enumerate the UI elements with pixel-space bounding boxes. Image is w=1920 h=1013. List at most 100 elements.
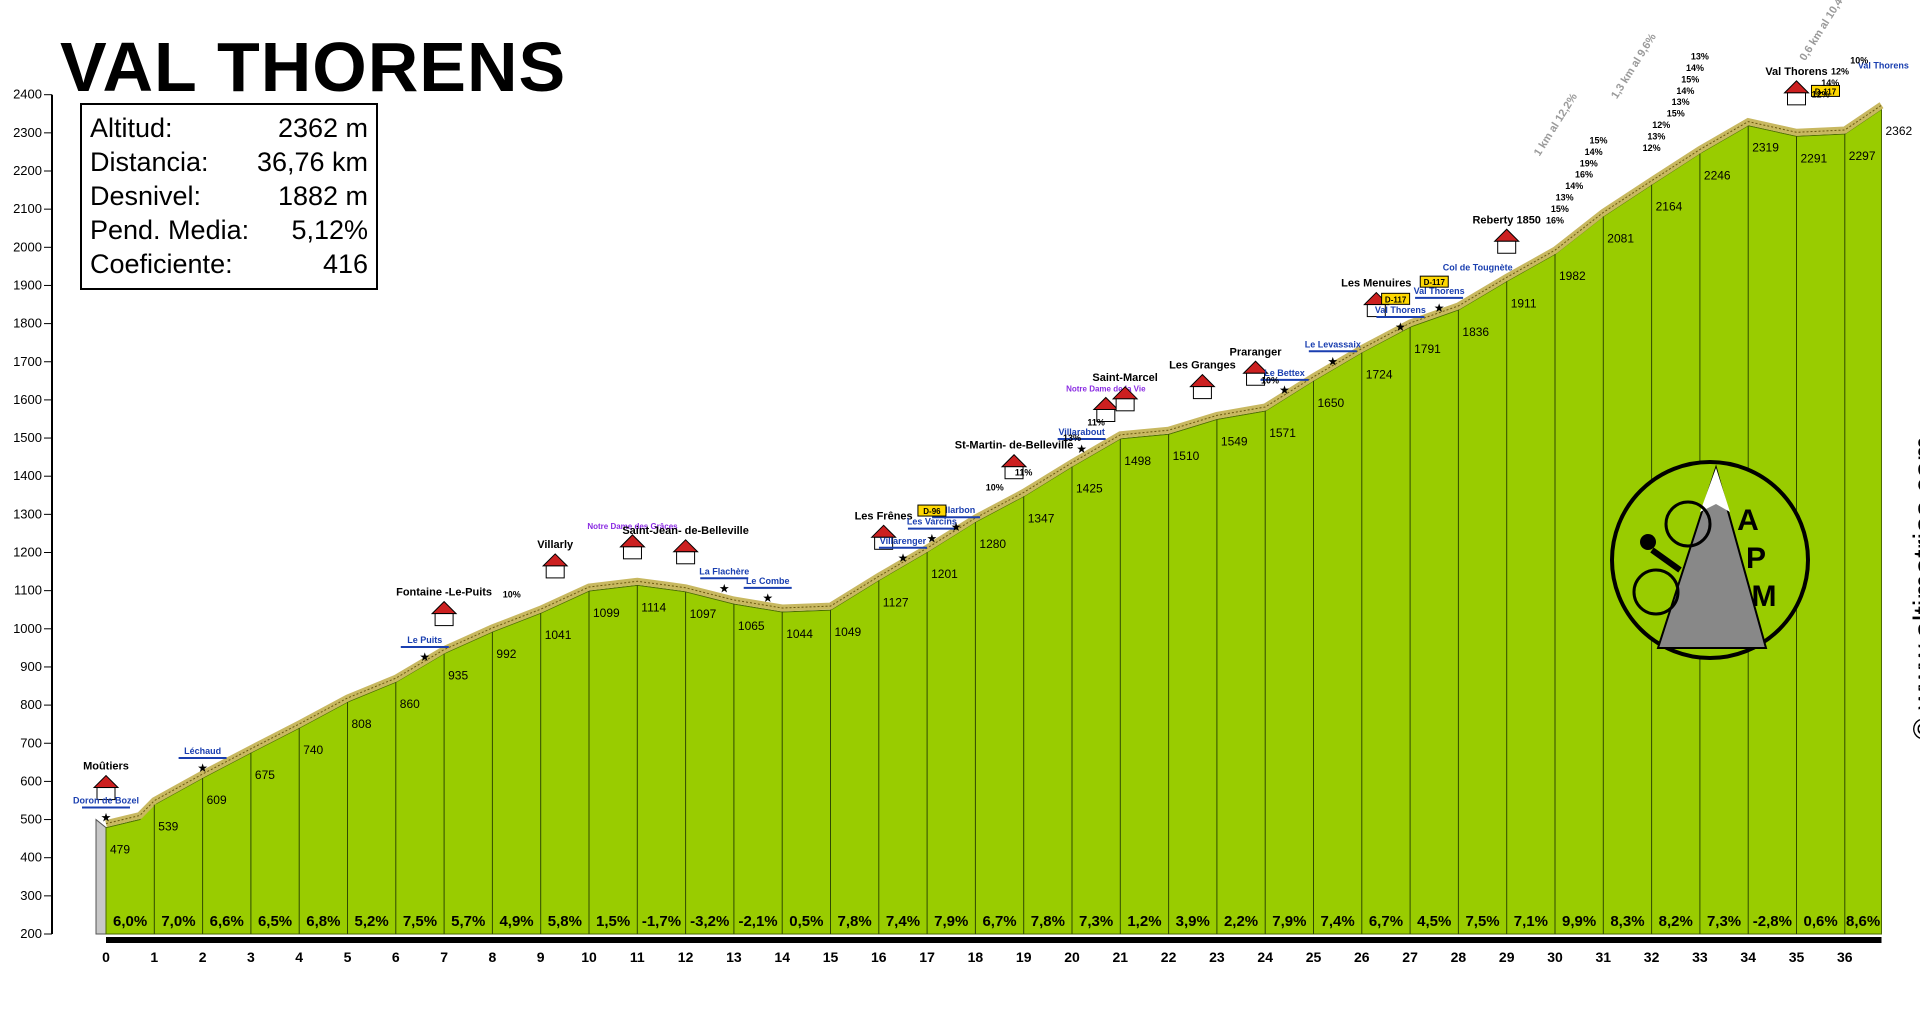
gradient-label: 2,2%	[1224, 913, 1258, 930]
steep-label: 14%	[1676, 86, 1694, 96]
altitude-label: 1982	[1559, 269, 1586, 283]
steep-label: 16%	[1546, 215, 1564, 225]
gradient-label: 6,0%	[113, 913, 147, 930]
x-tick-label: 30	[1547, 949, 1563, 965]
house-icon-body	[1497, 240, 1517, 254]
altitude-label: 675	[255, 768, 275, 782]
gradient-label: 7,1%	[1514, 913, 1548, 930]
road-sign-label: Le Levassaix	[1305, 339, 1361, 349]
start-wall	[95, 818, 107, 935]
place-marker	[1000, 454, 1028, 480]
road-sign-label: Val Thorens	[1414, 286, 1465, 296]
misc-label: Val Thorens	[1858, 61, 1909, 71]
bicycle-wheel-icon	[1632, 568, 1680, 616]
altitude-label: 1041	[545, 628, 572, 642]
gradient-label: 8,2%	[1659, 913, 1693, 930]
stat-value: 5,12%	[291, 215, 368, 245]
place-marker	[1092, 396, 1120, 422]
y-tick-label: 200	[20, 926, 42, 941]
stat-label: Coeficiente:	[90, 249, 233, 279]
altitude-label: 1201	[931, 567, 958, 581]
y-tick-label: 1300	[13, 506, 42, 521]
place-marker	[541, 553, 569, 579]
altitude-label: 1791	[1414, 342, 1441, 356]
road-code-label: D-117	[1815, 87, 1837, 96]
altitude-label: 1911	[1511, 296, 1537, 310]
y-tick-label: 2400	[13, 87, 42, 102]
x-axis-bar	[106, 937, 1882, 943]
place-label: St-Martin- de-Belleville	[955, 440, 1074, 452]
x-tick-label: 2	[199, 949, 207, 965]
stat-row-coefficient: Coeficiente: 416	[90, 247, 368, 281]
gradient-label: 6,5%	[258, 913, 292, 930]
gradient-label: 9,9%	[1562, 913, 1596, 930]
altitude-label: 1127	[883, 595, 909, 609]
altitude-label: 539	[158, 820, 178, 834]
road-sign-label: Doron de Bozel	[73, 796, 139, 806]
x-tick-label: 19	[1016, 949, 1032, 965]
steep-label: 15%	[1681, 74, 1699, 84]
x-tick-label: 31	[1596, 949, 1612, 965]
landmark-star-icon: ★	[1434, 301, 1445, 315]
altitude-label: 1347	[1028, 511, 1055, 525]
x-tick-label: 29	[1499, 949, 1515, 965]
stat-row-distance: Distancia: 36,76 km	[90, 145, 368, 179]
stat-row-altitude: Altitud: 2362 m	[90, 111, 368, 145]
y-tick-label: 800	[20, 697, 42, 712]
house-icon-body	[1192, 386, 1212, 400]
x-tick-label: 18	[968, 949, 984, 965]
altitude-label: 2319	[1752, 141, 1779, 155]
road-code-label: D-117	[1385, 295, 1407, 304]
stat-value: 36,76 km	[256, 147, 368, 177]
x-tick-label: 33	[1692, 949, 1708, 965]
gradient-label: -2,1%	[738, 913, 777, 930]
y-tick-label: 900	[20, 659, 42, 674]
steep-label: 15%	[1551, 204, 1569, 214]
landmark-star-icon: ★	[719, 581, 730, 595]
logo-letter: M	[1752, 580, 1777, 613]
place-label: Val Thorens	[1765, 66, 1827, 78]
x-tick-label: 11	[630, 949, 645, 965]
x-tick-label: 27	[1402, 949, 1418, 965]
steep-label: 16%	[1575, 170, 1593, 180]
steep-label: 14%	[1821, 78, 1839, 88]
x-tick-label: 7	[440, 949, 448, 965]
landmark-star-icon: ★	[898, 551, 909, 565]
house-icon	[430, 600, 458, 615]
road-code-label: D-96	[923, 507, 941, 516]
landmark-star-icon: ★	[951, 520, 962, 534]
gradient-label: -1,7%	[642, 913, 681, 930]
y-tick-label: 1500	[13, 430, 42, 445]
house-icon-body	[545, 565, 565, 579]
house-icon	[1000, 454, 1028, 468]
x-tick-label: 26	[1354, 949, 1370, 965]
y-tick-label: 700	[20, 735, 42, 750]
road-sign-label: Les Varcins	[907, 517, 957, 527]
road-code-label: D-117	[1424, 278, 1446, 287]
house-icon	[1493, 228, 1520, 242]
place-label: Les Frênes	[855, 510, 913, 522]
x-tick-label: 34	[1740, 949, 1756, 965]
stat-label: Distancia:	[90, 147, 209, 177]
gradient-label: 7,8%	[838, 913, 872, 930]
x-tick-label: 22	[1161, 949, 1177, 965]
y-tick-label: 2100	[13, 201, 42, 216]
gradient-label: 7,3%	[1707, 913, 1741, 930]
x-tick-label: 5	[344, 949, 352, 965]
altitude-label: 2246	[1704, 168, 1731, 182]
house-icon-body	[622, 546, 642, 560]
road-code-badge	[917, 504, 947, 517]
steep-label: 12%	[1643, 143, 1661, 153]
road-sign-label: Le Combe	[746, 576, 790, 586]
steep-label: 15%	[1589, 135, 1607, 145]
gradient-label: 7,4%	[886, 913, 920, 930]
steep-label: 10%	[1850, 55, 1868, 65]
place-label: Notre Dame de la Vie	[1066, 384, 1146, 393]
landmark-star-icon: ★	[419, 650, 430, 664]
x-tick-label: 10	[581, 949, 597, 965]
road-texture	[105, 104, 1882, 825]
gradient-label: 5,7%	[451, 913, 485, 930]
stat-label: Desnivel:	[90, 181, 202, 211]
x-tick-label: 32	[1644, 949, 1660, 965]
